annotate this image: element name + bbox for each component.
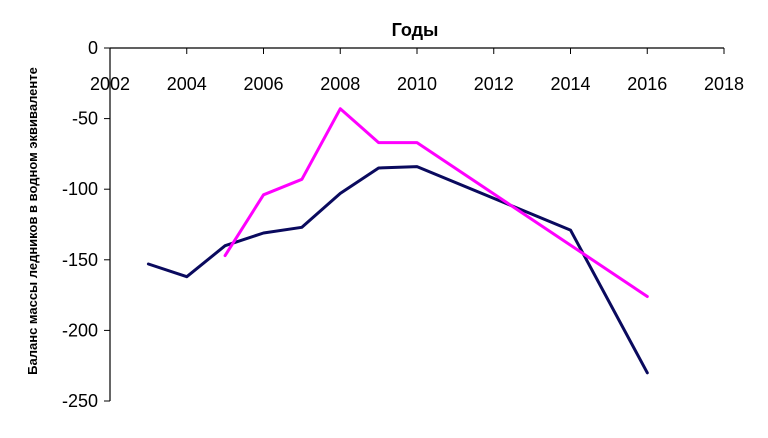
x-tick-label: 2010	[397, 74, 437, 94]
y-tick-label: -100	[62, 179, 98, 199]
y-tick-label: 0	[88, 38, 98, 58]
x-tick-label: 2002	[90, 74, 130, 94]
y-tick-label: -150	[62, 250, 98, 270]
x-tick-label: 2008	[320, 74, 360, 94]
series-line-1	[146, 165, 649, 375]
x-tick-label: 2006	[243, 74, 283, 94]
y-tick-label: -250	[62, 391, 98, 411]
x-tick-label: 2018	[704, 74, 744, 94]
x-tick-label: 2016	[627, 74, 667, 94]
x-axis-title: Годы	[392, 20, 439, 40]
x-tick-label: 2012	[474, 74, 514, 94]
y-tick-label: -200	[62, 320, 98, 340]
x-tick-label: 2004	[167, 74, 207, 94]
series-line-2	[223, 107, 649, 298]
x-tick-label: 2014	[550, 74, 590, 94]
axes: 0 -50 -100 -150 -200 -250 2002 2004 2006 2008 2010…	[62, 38, 744, 411]
y-tick-label: -50	[72, 109, 98, 129]
series-layer	[146, 107, 649, 375]
y-axis-title: Баланс массы ледников в водном эквивален…	[25, 67, 40, 375]
